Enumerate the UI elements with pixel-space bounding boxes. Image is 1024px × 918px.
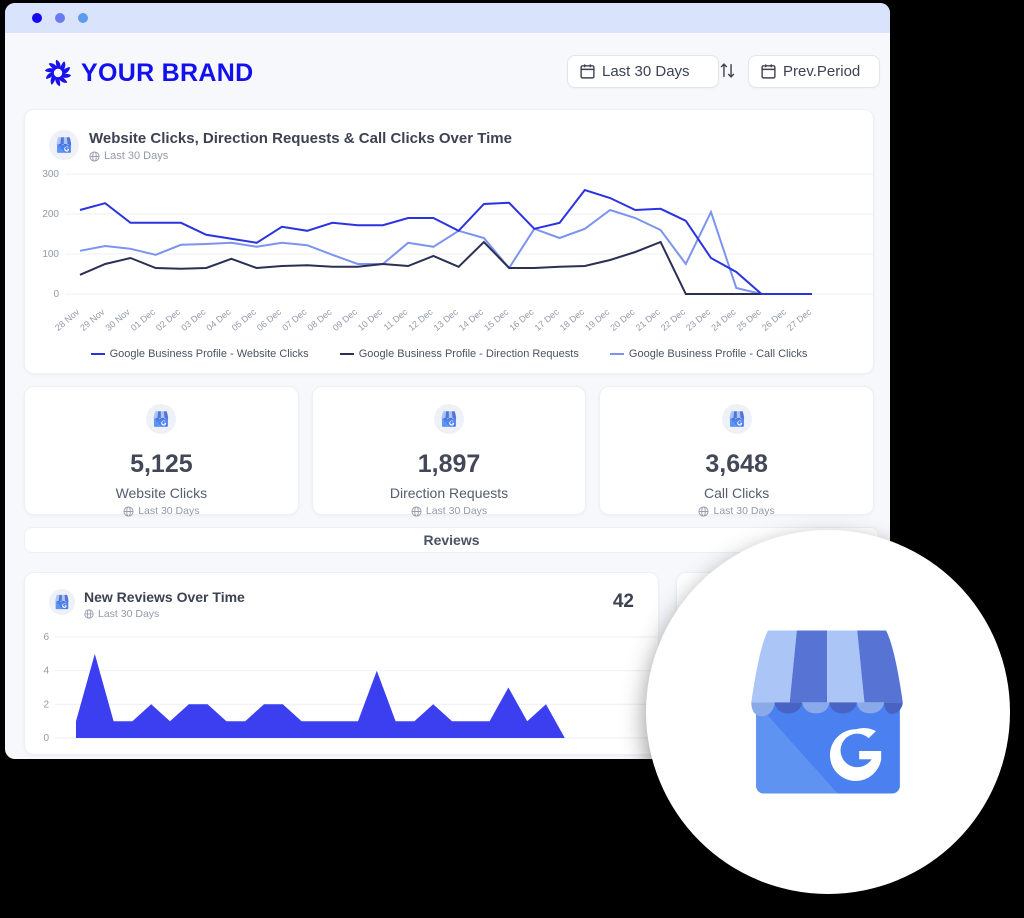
svg-text:22 Dec: 22 Dec <box>659 307 688 333</box>
svg-text:10 Dec: 10 Dec <box>356 307 385 333</box>
svg-text:25 Dec: 25 Dec <box>735 307 764 333</box>
svg-text:05 Dec: 05 Dec <box>230 307 259 333</box>
svg-text:02 Dec: 02 Dec <box>154 307 183 333</box>
svg-text:17 Dec: 17 Dec <box>533 307 562 333</box>
svg-text:01 Dec: 01 Dec <box>129 307 158 333</box>
svg-text:11 Dec: 11 Dec <box>382 307 410 333</box>
svg-text:20 Dec: 20 Dec <box>608 307 637 333</box>
svg-text:300: 300 <box>42 169 59 180</box>
svg-text:2: 2 <box>43 699 49 710</box>
svg-text:09 Dec: 09 Dec <box>331 307 360 333</box>
svg-text:24 Dec: 24 Dec <box>709 307 738 333</box>
svg-text:04 Dec: 04 Dec <box>204 307 233 333</box>
svg-text:29 Nov: 29 Nov <box>78 307 107 333</box>
svg-text:23 Dec: 23 Dec <box>684 307 713 333</box>
svg-text:28 Nov: 28 Nov <box>53 307 82 333</box>
svg-text:18 Dec: 18 Dec <box>558 307 587 333</box>
svg-text:07 Dec: 07 Dec <box>280 307 309 333</box>
svg-text:06 Dec: 06 Dec <box>255 307 284 333</box>
svg-text:0: 0 <box>43 733 49 744</box>
svg-text:03 Dec: 03 Dec <box>179 307 208 333</box>
svg-text:26 Dec: 26 Dec <box>760 307 789 333</box>
svg-text:200: 200 <box>42 209 59 220</box>
svg-text:15 Dec: 15 Dec <box>482 307 511 333</box>
svg-text:27 Dec: 27 Dec <box>785 307 814 333</box>
svg-text:19 Dec: 19 Dec <box>583 307 612 333</box>
svg-text:14 Dec: 14 Dec <box>457 307 486 333</box>
svg-text:16 Dec: 16 Dec <box>507 307 536 333</box>
svg-text:30 Nov: 30 Nov <box>104 307 133 333</box>
svg-text:0: 0 <box>53 289 59 300</box>
svg-text:12 Dec: 12 Dec <box>406 307 435 333</box>
svg-text:08 Dec: 08 Dec <box>305 307 334 333</box>
svg-text:4: 4 <box>43 666 49 677</box>
svg-text:100: 100 <box>42 249 59 260</box>
svg-text:6: 6 <box>43 632 49 643</box>
svg-text:21 Dec: 21 Dec <box>634 307 663 333</box>
svg-text:13 Dec: 13 Dec <box>432 307 461 333</box>
